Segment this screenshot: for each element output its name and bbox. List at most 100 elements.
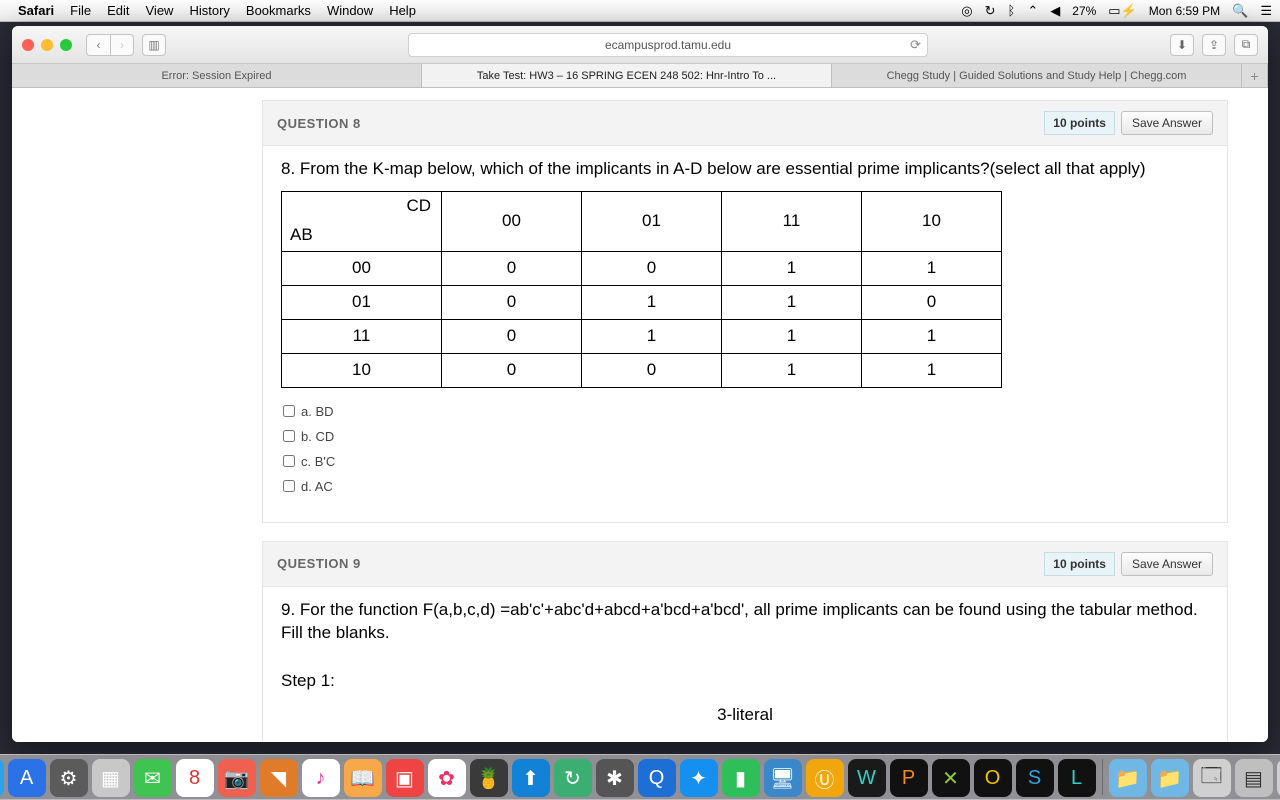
kmap-cell: 0: [582, 251, 722, 285]
forward-button[interactable]: ›: [110, 34, 134, 56]
menu-view[interactable]: View: [146, 3, 174, 18]
share-button[interactable]: ⇪: [1202, 34, 1226, 56]
dock-systemprefs-icon[interactable]: ⚙: [50, 759, 88, 797]
dock-u-icon[interactable]: Ⓤ: [806, 759, 844, 797]
menu-edit[interactable]: Edit: [107, 3, 129, 18]
new-tab-button[interactable]: +: [1242, 64, 1268, 87]
q8-save-button[interactable]: Save Answer: [1121, 111, 1213, 135]
dock-gear2-icon[interactable]: ✱: [596, 759, 634, 797]
tab-1[interactable]: Take Test: HW3 – 16 SPRING ECEN 248 502:…: [422, 64, 832, 87]
dock-stack-icon[interactable]: ▤: [1235, 759, 1273, 797]
notification-icon[interactable]: ☰: [1260, 3, 1272, 19]
dock-photos-icon[interactable]: ✿: [428, 759, 466, 797]
dock-safari-icon[interactable]: ✦: [680, 759, 718, 797]
tab-bar: Error: Session Expired Take Test: HW3 – …: [12, 64, 1268, 88]
back-button[interactable]: ‹: [86, 34, 110, 56]
tab-2[interactable]: Chegg Study | Guided Solutions and Study…: [832, 64, 1242, 87]
kmap-colhdr-2: 11: [722, 191, 862, 251]
q8-heading: QUESTION 8: [277, 116, 361, 131]
menu-window[interactable]: Window: [327, 3, 373, 18]
q9-save-button[interactable]: Save Answer: [1121, 552, 1213, 576]
kmap-rowhdr-0: 00: [282, 251, 442, 285]
dock-l-icon[interactable]: L: [1058, 759, 1096, 797]
dock-p-icon[interactable]: P: [890, 759, 928, 797]
dock-calendar-icon[interactable]: 8: [176, 759, 214, 797]
question-8-card: QUESTION 8 10 points Save Answer 8. From…: [262, 100, 1228, 523]
dock-x-icon[interactable]: ✕: [932, 759, 970, 797]
kmap-cell: 1: [582, 319, 722, 353]
dock-w-icon[interactable]: W: [848, 759, 886, 797]
menu-file[interactable]: File: [70, 3, 91, 18]
q8-option-a: a. BD: [281, 400, 1209, 425]
q8-checkbox-b[interactable]: [283, 430, 295, 442]
dock-folder1-icon[interactable]: 📁: [1109, 759, 1147, 797]
tab-0[interactable]: Error: Session Expired: [12, 64, 422, 87]
kmap-cell: 1: [722, 285, 862, 319]
dock-finder-icon[interactable]: ☺: [0, 759, 4, 797]
clock[interactable]: Mon 6:59 PM: [1149, 4, 1220, 18]
app-name[interactable]: Safari: [18, 3, 54, 18]
tabs-button[interactable]: ⧉: [1234, 34, 1258, 56]
dock-itunes-icon[interactable]: ♪: [302, 759, 340, 797]
kmap-cell: 1: [862, 319, 1002, 353]
q8-checkbox-a[interactable]: [283, 405, 295, 417]
dock-shield-icon[interactable]: ⬆: [512, 759, 550, 797]
menu-help[interactable]: Help: [389, 3, 416, 18]
dock-appstore-icon[interactable]: A: [8, 759, 46, 797]
macos-menubar: Safari File Edit View History Bookmarks …: [0, 0, 1280, 22]
dock-matlab-icon[interactable]: ◥: [260, 759, 298, 797]
reload-icon[interactable]: ⟳: [910, 37, 921, 53]
q8-option-c: c. B'C: [281, 450, 1209, 475]
dock-photobooth-icon[interactable]: 📷: [218, 759, 256, 797]
dock-o-icon[interactable]: O: [974, 759, 1012, 797]
dock-folder2-icon[interactable]: 📁: [1151, 759, 1189, 797]
wifi-icon[interactable]: ⌃: [1027, 3, 1038, 19]
dock-s-icon[interactable]: S: [1016, 759, 1054, 797]
address-bar[interactable]: ecampusprod.tamu.edu ⟳: [408, 33, 928, 57]
tab-0-label: Error: Session Expired: [161, 70, 271, 82]
q9-step1: Step 1:: [281, 671, 1209, 691]
dock-timemachine-icon[interactable]: ↻: [554, 759, 592, 797]
timemachine-icon[interactable]: ↻: [985, 3, 996, 19]
kmap-cell: 0: [442, 251, 582, 285]
dock-launchpad-icon[interactable]: ▦: [92, 759, 130, 797]
dock-monitor-icon[interactable]: 🖥: [764, 759, 802, 797]
display-icon[interactable]: ◎: [961, 3, 972, 19]
q8-checkbox-c[interactable]: [283, 455, 295, 467]
kmap-cell: 1: [582, 285, 722, 319]
dock-separator: [1102, 759, 1103, 795]
minimize-window-button[interactable]: [41, 39, 53, 51]
sidebar-button[interactable]: ▥: [142, 34, 166, 56]
dock-q-icon[interactable]: Q: [638, 759, 676, 797]
kmap-cell: 0: [862, 285, 1002, 319]
kmap-cell: 0: [442, 285, 582, 319]
tab-2-label: Chegg Study | Guided Solutions and Study…: [887, 70, 1187, 82]
dock-fruit-icon[interactable]: 🍍: [470, 759, 508, 797]
battery-icon[interactable]: ▭⚡: [1108, 3, 1136, 19]
q8-points: 10 points: [1044, 111, 1115, 135]
tab-1-label: Take Test: HW3 – 16 SPRING ECEN 248 502:…: [477, 70, 776, 82]
bluetooth-icon[interactable]: ᛒ: [1008, 3, 1016, 18]
page-viewport[interactable]: QUESTION 8 10 points Save Answer 8. From…: [12, 88, 1268, 742]
menu-bookmarks[interactable]: Bookmarks: [246, 3, 311, 18]
volume-icon[interactable]: ◀: [1050, 3, 1060, 19]
dock-ibooks-icon[interactable]: 📖: [344, 759, 382, 797]
downloads-button[interactable]: ⬇: [1170, 34, 1194, 56]
menu-history[interactable]: History: [189, 3, 229, 18]
q8-option-a-label: a. BD: [301, 404, 334, 419]
dock-trash-icon[interactable]: 🗑: [1277, 759, 1280, 797]
dock-app1-icon[interactable]: ▣: [386, 759, 424, 797]
q8-checkbox-d[interactable]: [283, 480, 295, 492]
kmap-cell: 0: [442, 319, 582, 353]
dock-messages-icon[interactable]: ✉: [134, 759, 172, 797]
zoom-window-button[interactable]: [60, 39, 72, 51]
dock-facetime-icon[interactable]: ▮: [722, 759, 760, 797]
kmap-cd-label: CD: [406, 196, 431, 216]
kmap-cell: 0: [442, 353, 582, 387]
kmap-cell: 1: [862, 251, 1002, 285]
close-window-button[interactable]: [22, 39, 34, 51]
spotlight-icon[interactable]: 🔍: [1232, 3, 1248, 19]
safari-window: ‹ › ▥ ecampusprod.tamu.edu ⟳ ⬇ ⇪ ⧉ Error…: [12, 26, 1268, 742]
kmap-cell: 1: [722, 319, 862, 353]
dock-doc-icon[interactable]: 🗔: [1193, 759, 1231, 797]
